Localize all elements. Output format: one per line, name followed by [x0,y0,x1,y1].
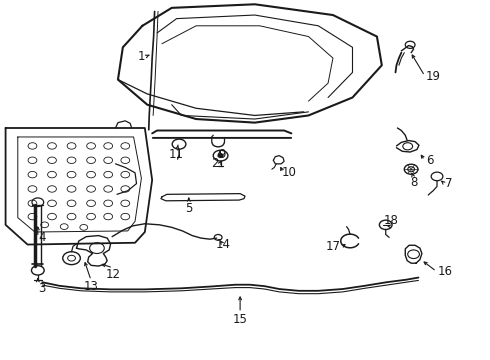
Text: 2: 2 [211,157,218,170]
Text: 7: 7 [445,177,453,190]
Text: 8: 8 [410,176,417,189]
Text: 6: 6 [426,154,433,167]
Text: 19: 19 [426,69,441,82]
Text: 4: 4 [39,231,46,244]
Text: 15: 15 [233,313,247,326]
Text: 5: 5 [185,202,193,215]
Text: 11: 11 [169,148,184,161]
Text: 13: 13 [84,280,98,293]
Text: 12: 12 [105,268,121,281]
Text: 9: 9 [218,148,225,161]
Text: 18: 18 [384,213,399,226]
Text: 14: 14 [216,238,230,251]
Text: 10: 10 [282,166,296,179]
Text: 16: 16 [438,265,453,278]
Text: 17: 17 [325,240,340,253]
Text: 1: 1 [137,50,145,63]
Text: 3: 3 [39,282,46,295]
Circle shape [218,154,223,157]
